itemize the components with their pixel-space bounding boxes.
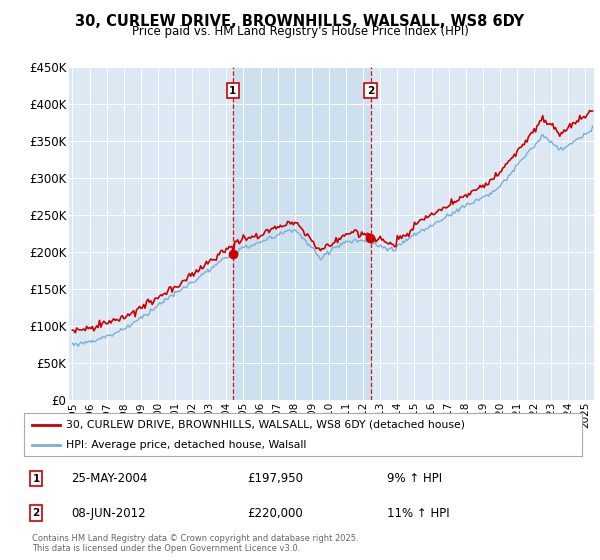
Text: £220,000: £220,000 (247, 507, 303, 520)
Text: HPI: Average price, detached house, Walsall: HPI: Average price, detached house, Wals… (66, 441, 306, 450)
Text: 30, CURLEW DRIVE, BROWNHILLS, WALSALL, WS8 6DY: 30, CURLEW DRIVE, BROWNHILLS, WALSALL, W… (76, 14, 524, 29)
Text: 08-JUN-2012: 08-JUN-2012 (71, 507, 146, 520)
Bar (233, 67, 371, 400)
Text: Contains HM Land Registry data © Crown copyright and database right 2025.
This d: Contains HM Land Registry data © Crown c… (32, 534, 359, 553)
Text: £197,950: £197,950 (247, 472, 303, 486)
Text: 30, CURLEW DRIVE, BROWNHILLS, WALSALL, WS8 6DY (detached house): 30, CURLEW DRIVE, BROWNHILLS, WALSALL, W… (66, 420, 465, 430)
Text: 1: 1 (32, 474, 40, 484)
Text: 2: 2 (367, 86, 374, 96)
Text: 11% ↑ HPI: 11% ↑ HPI (387, 507, 449, 520)
Text: 1: 1 (229, 86, 236, 96)
Text: 2: 2 (32, 508, 40, 518)
Text: 25-MAY-2004: 25-MAY-2004 (71, 472, 148, 486)
Text: Price paid vs. HM Land Registry's House Price Index (HPI): Price paid vs. HM Land Registry's House … (131, 25, 469, 38)
Text: 9% ↑ HPI: 9% ↑ HPI (387, 472, 442, 486)
